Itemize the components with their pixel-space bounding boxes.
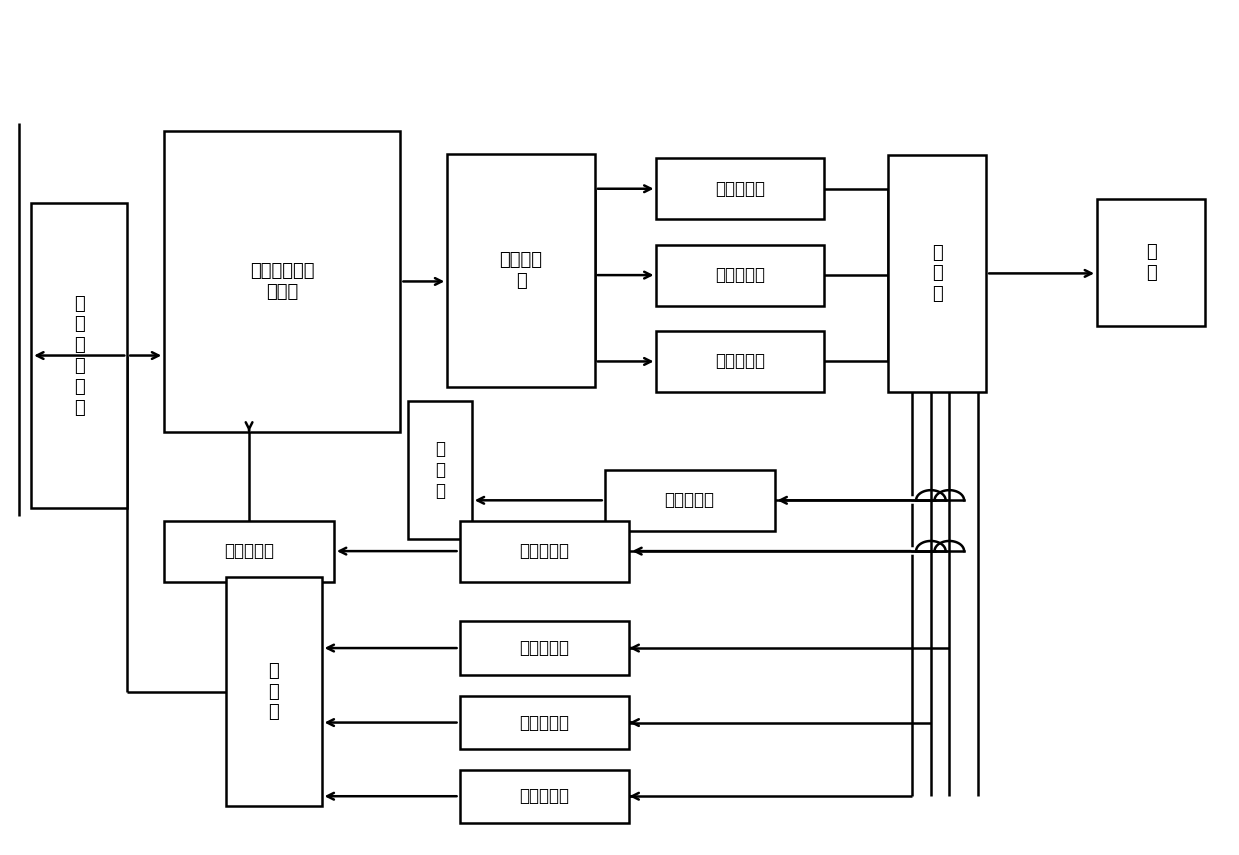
Bar — [657, 245, 824, 305]
Text: 信号发生器: 信号发生器 — [519, 639, 570, 657]
Bar — [408, 401, 472, 540]
Text: 核磁共振陀螺
仪装置: 核磁共振陀螺 仪装置 — [250, 262, 315, 301]
Text: 温度控制器: 温度控制器 — [664, 492, 715, 510]
Text: 频率比较器: 频率比较器 — [715, 180, 766, 198]
Bar — [447, 154, 595, 386]
Text: 加
热
片: 加 热 片 — [435, 440, 445, 500]
Bar — [460, 521, 629, 581]
Bar — [460, 696, 629, 749]
Bar — [460, 622, 629, 675]
Text: 加
法
器: 加 法 器 — [269, 662, 279, 722]
Bar — [225, 577, 322, 806]
Bar — [657, 331, 824, 392]
Bar — [164, 131, 400, 432]
Bar — [164, 521, 335, 581]
Bar — [657, 158, 824, 219]
Text: 静磁场线圈: 静磁场线圈 — [224, 542, 274, 560]
Bar — [1097, 199, 1206, 326]
Text: 输
出: 输 出 — [1146, 243, 1156, 282]
Text: 磁场控制器: 磁场控制器 — [519, 542, 570, 560]
Bar — [31, 203, 128, 508]
Text: 信号发生器: 信号发生器 — [519, 787, 570, 805]
Text: 频率比较器: 频率比较器 — [715, 266, 766, 284]
Bar — [605, 470, 774, 531]
Text: 运
算
器: 运 算 器 — [932, 244, 943, 304]
Text: 信号发生器: 信号发生器 — [519, 714, 570, 732]
Text: 驱
动
磁
场
线
圈: 驱 动 磁 场 线 圈 — [74, 294, 84, 416]
Bar — [460, 770, 629, 823]
Bar — [888, 155, 986, 392]
Text: 频率比较器: 频率比较器 — [715, 352, 766, 370]
Text: 信号分离
器: 信号分离 器 — [499, 251, 543, 290]
